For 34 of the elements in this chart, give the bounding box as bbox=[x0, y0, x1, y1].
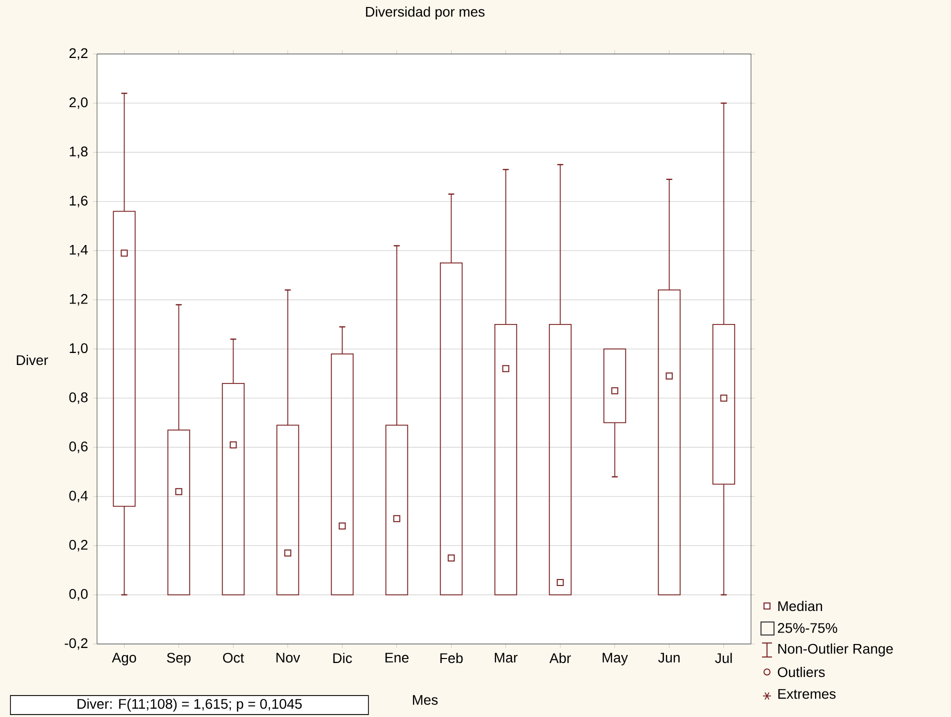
x-tick-label: Ene bbox=[385, 652, 409, 663]
text: Non-Outlier Range bbox=[778, 643, 893, 656]
y-tick-label: 2,0 bbox=[69, 97, 88, 109]
y-tick-label: 0,8 bbox=[69, 392, 88, 404]
text: Outliers bbox=[778, 666, 825, 678]
y-axis-title: Diver bbox=[16, 354, 48, 366]
text: Diver: F(11;108) = 1,615; p = 0,1045 bbox=[78, 698, 302, 712]
x-tick-label: Nov bbox=[276, 652, 300, 663]
x-tick-label: Dic bbox=[333, 652, 352, 664]
x-tick-label: Abr bbox=[549, 652, 571, 664]
y-tick-label: 1,0 bbox=[70, 343, 88, 355]
text: Extremes bbox=[778, 689, 836, 699]
y-tick-label: 0,6 bbox=[69, 442, 88, 454]
x-tick-label: Feb bbox=[440, 652, 463, 664]
x-axis-title: Mes bbox=[412, 695, 438, 705]
x-tick-label: May bbox=[602, 652, 628, 666]
y-tick-label: 1,6 bbox=[70, 196, 88, 208]
y-tick-label: 0,2 bbox=[69, 540, 88, 552]
text: 25%-75% bbox=[778, 623, 838, 633]
y-tick-label: 1,8 bbox=[70, 146, 88, 158]
y-tick-label: -0,2 bbox=[64, 638, 88, 650]
x-tick-label: Jul bbox=[715, 652, 732, 664]
y-tick-label: 0,0 bbox=[69, 589, 88, 601]
chart-title: Diversidad por mes bbox=[366, 6, 485, 20]
x-tick-label: Jun bbox=[658, 652, 680, 663]
text: Median bbox=[778, 600, 822, 612]
y-tick-label: 1,4 bbox=[70, 244, 88, 256]
x-tick-label: Ago bbox=[112, 652, 136, 666]
x-tick-label: Sep bbox=[166, 652, 191, 666]
x-tick-label: Mar bbox=[494, 652, 518, 663]
y-tick-label: 1,2 bbox=[70, 294, 88, 306]
y-tick-label: 2,2 bbox=[69, 48, 88, 60]
y-tick-label: 0,4 bbox=[69, 490, 88, 502]
x-tick-label: Oct bbox=[223, 652, 244, 663]
